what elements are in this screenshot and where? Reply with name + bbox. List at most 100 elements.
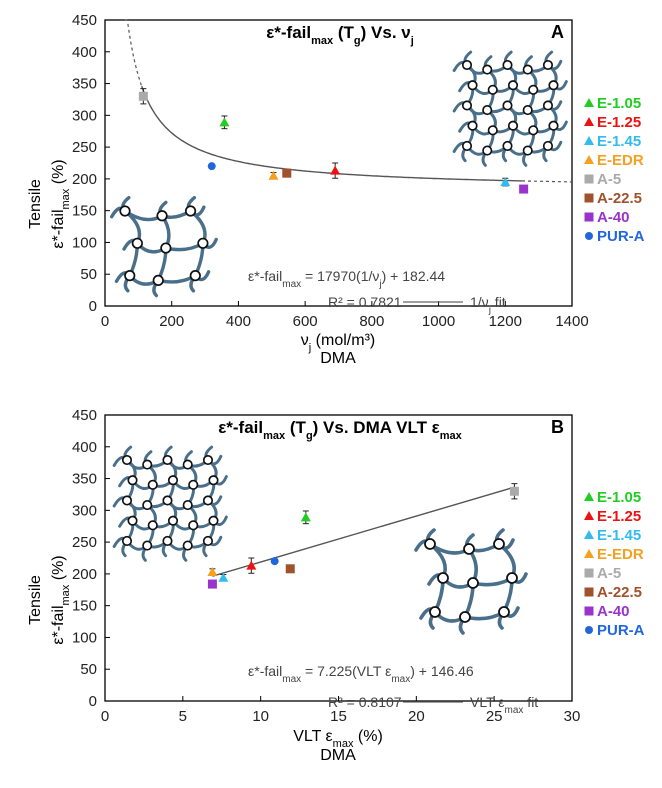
data-point-e-1.45: [500, 177, 511, 187]
crosslink-node: [167, 515, 179, 526]
legend-label: A-40: [597, 603, 630, 620]
y-tick-label: 300: [72, 107, 97, 124]
legend-label: E-1.45: [597, 527, 641, 544]
y-tick-label: 100: [72, 234, 97, 251]
legend-marker-pur-a: [585, 626, 593, 634]
y-label-part: (%): [50, 555, 67, 584]
crosslink-node: [202, 495, 214, 506]
chart-title: ε*-failmax (Tg) Vs. DMA VLT εmax: [218, 418, 462, 442]
panel-b: 0 5 10 15 20 25 30050100150200250300350400450B…: [27, 407, 645, 764]
y-axis-label-line2: ε*-failmax (%): [50, 159, 72, 248]
crosslink-node: [463, 543, 475, 555]
crosslink-node: [461, 140, 473, 152]
x-label-subscript: j: [308, 342, 311, 354]
crosslink-node: [182, 540, 193, 551]
polymer-network-illustration: [414, 528, 528, 635]
y-tick-label: 200: [72, 171, 97, 188]
crosslink-node: [156, 210, 168, 222]
legend-marker-a-22.5: [584, 193, 594, 203]
crosslink-node: [202, 535, 214, 547]
crosslink-node: [142, 540, 153, 551]
y-tick-label: 400: [72, 439, 97, 456]
fit-label-part: fit: [523, 694, 538, 710]
polymer-network-illustration: [452, 50, 568, 167]
legend-marker-a-22.5: [584, 587, 594, 597]
legend-marker-e-1.05: [584, 492, 594, 501]
x-tick-label: 1400: [555, 313, 588, 330]
legend-marker-e-1.25: [584, 511, 594, 520]
y-label-part: ε*-fail: [50, 605, 67, 644]
fit-line-extrapolation: [522, 180, 572, 183]
crosslink-node: [208, 475, 219, 486]
data-point-pur-a: [270, 557, 279, 566]
panel-a: 0 200 400 600 800 1000 1200 1400 0 50 100 150 200 250…: [27, 12, 645, 367]
title-part: ε*-fail: [266, 23, 311, 42]
title-part: ) Vs. ν: [361, 23, 411, 42]
crosslink-node: [548, 120, 559, 131]
r-squared: R² = 0.8107: [328, 694, 402, 710]
title-part: ε*-fail: [218, 418, 263, 437]
y-tick-label: 250: [72, 534, 97, 551]
legend-label: E-EDR: [597, 546, 644, 563]
x-label-part: (%): [353, 728, 382, 745]
title-subscript: g: [354, 35, 361, 47]
x-tick-label: 15: [330, 708, 347, 725]
title-subscript: j: [410, 35, 414, 47]
legend-label: E-EDR: [597, 152, 644, 169]
legend-marker-e-1.25: [584, 117, 594, 126]
crosslink-node: [461, 100, 473, 111]
y-tick-label: 200: [72, 566, 97, 583]
data-point-e-1.05: [219, 117, 230, 127]
y-tick-label: 100: [72, 629, 97, 646]
crosslink-node: [160, 242, 172, 254]
crosslink-node: [182, 459, 193, 470]
x-tick-label: 0: [101, 313, 109, 330]
crosslink-node: [498, 606, 510, 618]
crosslink-node: [162, 454, 173, 466]
crosslink-node: [197, 237, 209, 249]
y-label-subscript: max: [60, 188, 72, 209]
crosslink-node: [487, 125, 498, 136]
crosslink-node: [493, 538, 505, 550]
crosslink-node: [429, 606, 441, 618]
legend-marker-a-40: [584, 212, 594, 222]
y-tick-label: 350: [72, 76, 97, 93]
crosslink-node: [127, 515, 138, 526]
y-tick-label: 450: [72, 407, 97, 424]
x-label-part: VLT ε: [293, 728, 332, 745]
legend-label: A-5: [597, 171, 621, 188]
crosslink-node: [528, 125, 539, 136]
x-axis-label-line2: DMA: [320, 747, 356, 764]
fit-label-part: 1/ν: [470, 294, 489, 310]
crosslink-node: [507, 80, 519, 91]
equation-subscript: max: [391, 674, 410, 685]
legend-marker-pur-a: [585, 232, 593, 240]
y-axis-label-line1: Tensile: [27, 575, 44, 625]
x-tick-label: 1200: [489, 313, 522, 330]
crosslink-node: [487, 84, 498, 95]
crosslink-node: [502, 59, 513, 71]
title-subscript: max: [311, 35, 334, 47]
crosslink-node: [542, 59, 554, 71]
panel-letter: A: [551, 22, 564, 42]
fit-line: [141, 85, 522, 182]
crosslink-node: [437, 572, 449, 584]
crosslink-node: [482, 145, 493, 156]
legend-marker-e-edr: [584, 549, 594, 558]
legend-marker-a-5: [584, 174, 594, 184]
legend-label: E-1.25: [597, 114, 641, 131]
equation-part: ) + 146.46: [410, 663, 474, 679]
plot-area: [104, 414, 573, 702]
legend-marker-e-1.45: [584, 530, 594, 539]
data-point-a-22.5: [285, 564, 295, 574]
y-tick-label: 350: [72, 471, 97, 488]
crosslink-node: [208, 515, 219, 526]
data-point-e-edr: [268, 170, 279, 180]
fit-label-subscript: j: [488, 305, 491, 316]
crosslink-node: [467, 120, 478, 131]
crosslink-node: [121, 454, 133, 466]
x-axis-label-line2: DMA: [320, 350, 356, 367]
data-point-e-edr: [207, 566, 218, 576]
fit-label-part: VLT ε: [470, 694, 505, 710]
